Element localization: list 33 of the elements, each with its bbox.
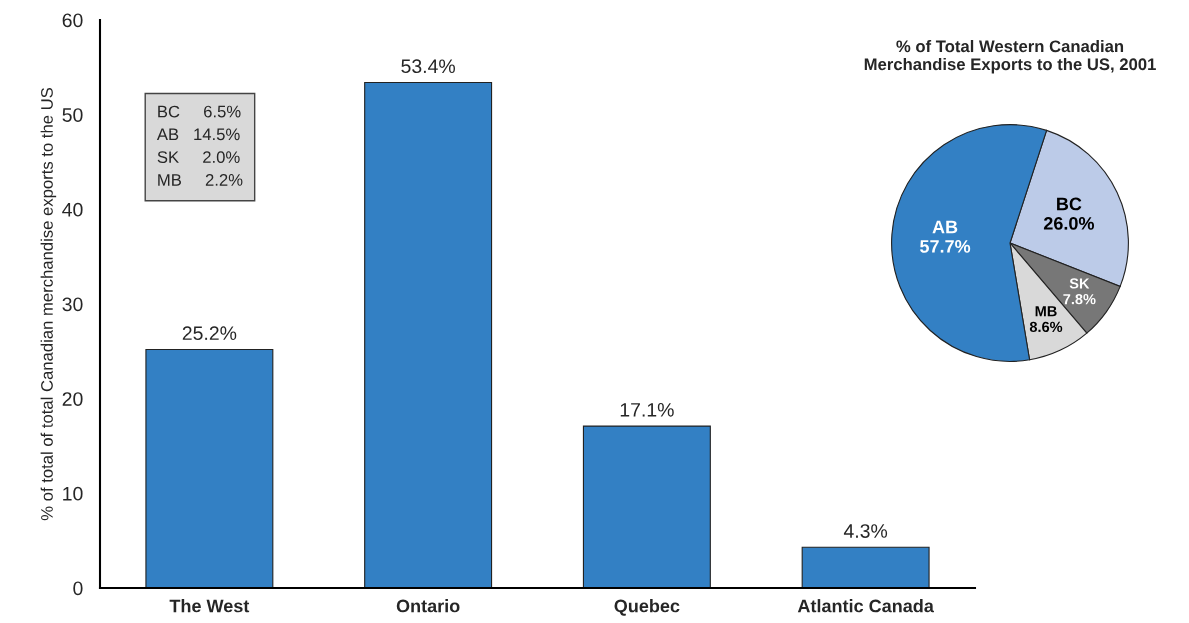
y-tick-label: 60: [62, 13, 83, 28]
annotation: SK 2.0%: [157, 151, 240, 164]
bar: [364, 81, 493, 588]
annotation: AB 14.5%: [156, 128, 240, 141]
chart-title: % of Total Western Canadian Merchandise Exports to the US, 2001: [864, 39, 1156, 74]
slice-label: SK: [1069, 278, 1090, 289]
x-tick-label: The West: [169, 599, 250, 613]
annotation: BC 6.5%: [158, 105, 241, 118]
bar: [145, 348, 274, 588]
slice-label: MB: [1035, 306, 1057, 317]
data-label: 7.8%: [1063, 293, 1096, 305]
data-label: 26.0%: [1043, 217, 1095, 230]
data-label: 4.3%: [843, 524, 888, 538]
annotation: MB 2.2%: [158, 173, 243, 186]
slice-label: BC: [1057, 197, 1082, 211]
x-tick-label: Ontario: [396, 599, 460, 613]
slice-label: AB: [932, 220, 958, 234]
y-tick-label: 0: [73, 581, 83, 596]
y-tick-label: 30: [62, 297, 83, 312]
data-label: 53.4%: [401, 59, 455, 74]
x-tick-label: Atlantic Canada: [797, 599, 934, 613]
y-tick-label: 40: [62, 202, 83, 217]
bar: [582, 425, 711, 588]
data-label: 17.1%: [620, 403, 674, 417]
bar: [801, 546, 930, 588]
data-label: 25.2%: [182, 326, 237, 341]
data-label: 57.7%: [920, 240, 971, 253]
y-tick-label: 50: [62, 108, 83, 122]
y-tick-label: 10: [63, 486, 83, 501]
y-tick-label: 20: [62, 392, 83, 406]
y-axis-title: % of total of total Canadian merchandise exports to the US: [40, 87, 57, 521]
x-tick-label: Quebec: [614, 599, 680, 616]
data-label: 8.6%: [1029, 321, 1063, 333]
